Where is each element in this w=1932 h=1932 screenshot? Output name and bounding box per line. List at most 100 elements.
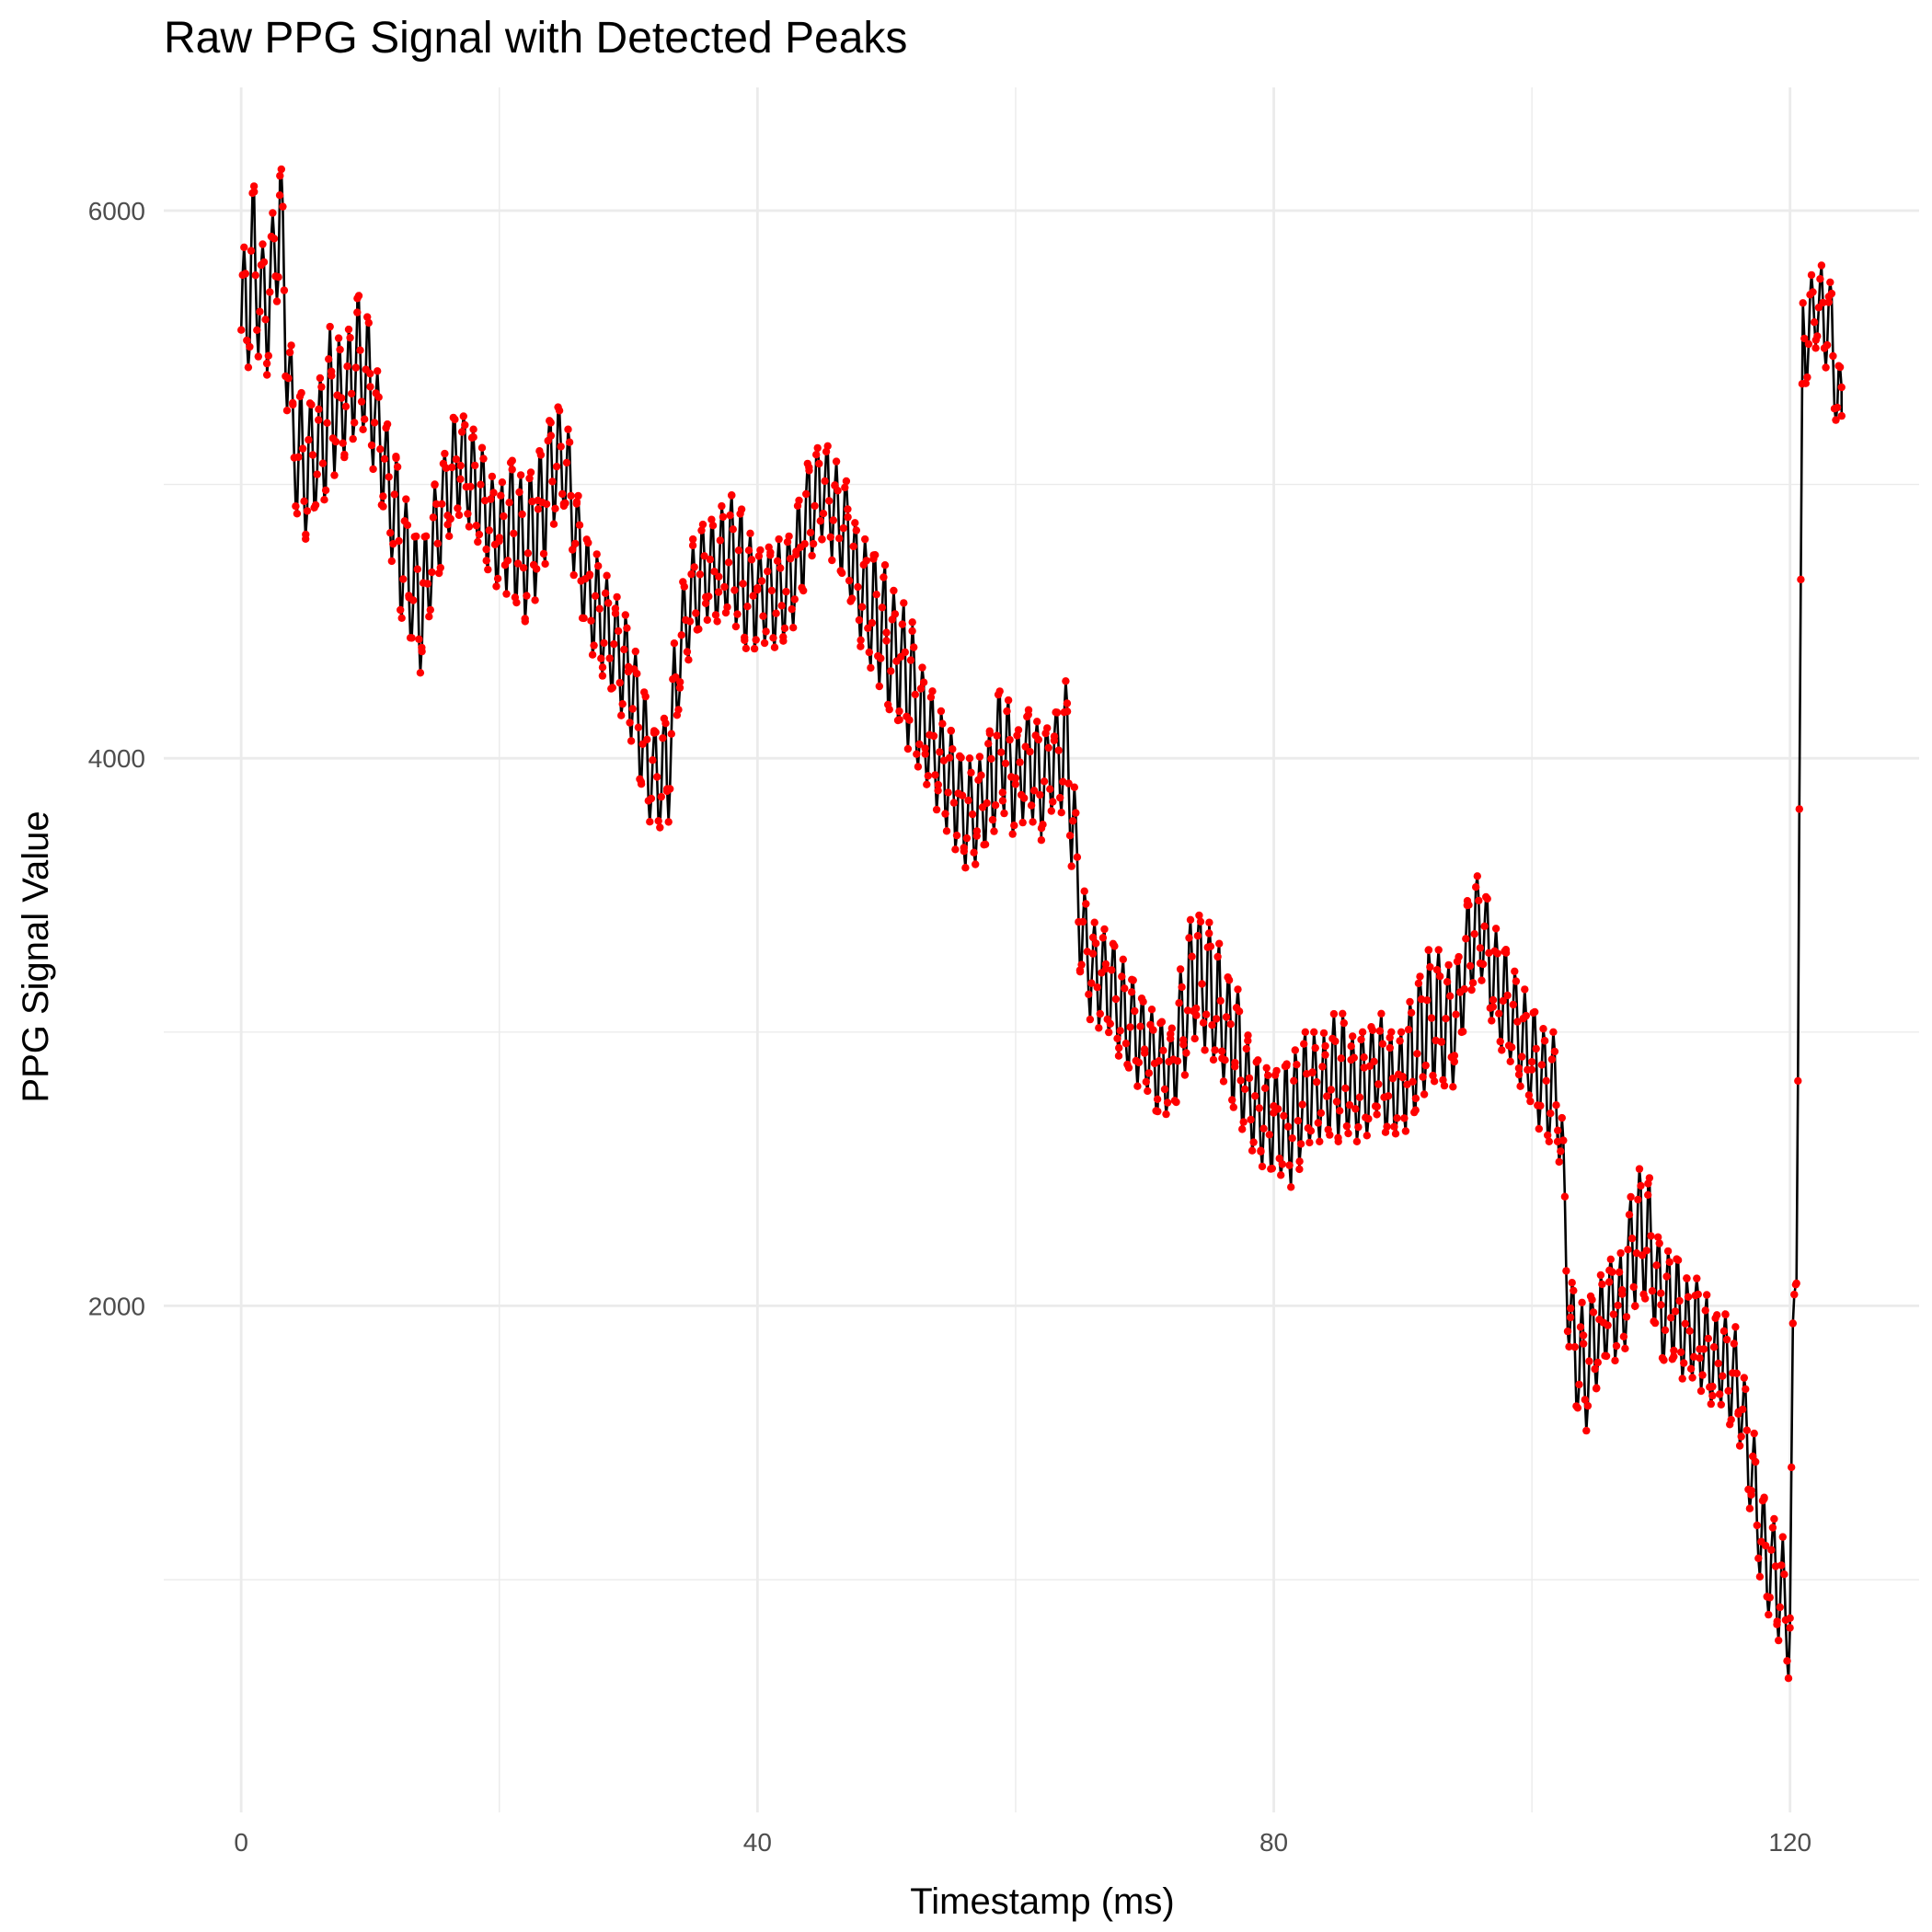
peak-point — [878, 604, 887, 612]
peak-point — [998, 788, 1007, 797]
peak-point — [479, 454, 488, 463]
peak-point — [1326, 1131, 1334, 1139]
peak-point — [285, 348, 294, 357]
peak-point — [1708, 1391, 1717, 1400]
peak-point — [659, 734, 667, 742]
peak-point — [390, 490, 398, 499]
peak-point — [425, 613, 433, 621]
peak-point — [730, 586, 739, 594]
peak-point — [1070, 783, 1079, 791]
peak-point — [628, 705, 637, 713]
peak-point — [1472, 883, 1480, 891]
peak-point — [1027, 801, 1036, 810]
peak-point — [1449, 1083, 1457, 1091]
peak-point — [488, 472, 497, 481]
peak-point — [275, 191, 284, 200]
peak-point — [991, 801, 1000, 810]
peak-point — [1173, 1057, 1182, 1065]
peak-point — [1339, 1009, 1347, 1018]
peak-point — [1837, 411, 1846, 420]
peak-point — [692, 609, 700, 617]
peak-point — [1581, 1396, 1590, 1404]
peak-point — [1647, 1232, 1655, 1240]
peak-point — [415, 635, 423, 643]
peak-point — [1512, 977, 1521, 985]
peak-point — [536, 451, 546, 459]
peak-point — [1778, 1533, 1788, 1541]
peak-point — [834, 487, 842, 495]
peak-point — [1485, 949, 1493, 958]
peak-point — [708, 522, 718, 530]
peak-point — [266, 288, 274, 296]
peak-point — [1767, 1546, 1776, 1554]
peak-point — [1414, 979, 1423, 988]
peak-point — [1373, 1102, 1382, 1111]
peak-point — [964, 796, 972, 805]
peak-point — [753, 583, 762, 592]
peak-point — [1522, 1011, 1531, 1020]
peak-point — [1157, 1018, 1167, 1026]
peak-point — [849, 542, 857, 551]
peak-point — [250, 188, 259, 196]
peak-point — [728, 491, 736, 500]
peak-point — [1258, 1162, 1267, 1171]
peak-point — [1819, 298, 1827, 307]
peak-point — [1737, 1432, 1745, 1441]
peak-point — [689, 535, 697, 544]
peak-point — [1693, 1274, 1701, 1282]
peak-point — [512, 598, 521, 607]
peak-point — [1316, 1137, 1324, 1146]
peak-point — [367, 441, 376, 450]
peak-point — [744, 546, 753, 555]
peak-point — [769, 634, 777, 642]
peak-point — [1704, 1334, 1713, 1343]
peak-point — [1142, 1077, 1151, 1087]
peak-point — [1294, 1117, 1303, 1125]
peak-point — [1144, 1069, 1154, 1077]
peak-point — [1111, 995, 1121, 1004]
peak-point — [683, 648, 692, 656]
peak-point — [1209, 1055, 1218, 1064]
peak-point — [1553, 1137, 1562, 1146]
peak-point — [1722, 1335, 1731, 1344]
peak-point — [1118, 972, 1126, 981]
peak-point — [1430, 1077, 1439, 1086]
peak-point — [1387, 1028, 1396, 1037]
peak-point — [938, 719, 947, 728]
peak-point — [277, 165, 285, 174]
peak-point — [523, 592, 531, 600]
peak-point — [835, 535, 844, 543]
series-points-group — [237, 165, 1846, 1683]
x-tick-label: 40 — [743, 1828, 772, 1857]
peak-point — [521, 617, 529, 626]
peak-point — [1780, 1570, 1788, 1579]
peak-point — [1580, 1340, 1588, 1348]
peak-point — [1088, 949, 1098, 958]
peak-point — [1642, 1247, 1650, 1255]
peak-point — [1566, 1313, 1575, 1322]
peak-point — [1413, 1050, 1421, 1058]
peak-point — [811, 501, 819, 511]
peak-point — [649, 756, 657, 765]
peak-point — [1323, 1092, 1331, 1100]
peak-point — [1213, 952, 1222, 961]
peak-point — [675, 684, 684, 692]
peak-point — [508, 466, 516, 474]
peak-point — [458, 428, 466, 436]
peak-point — [910, 643, 918, 651]
peak-point — [1557, 1147, 1565, 1156]
peak-point — [828, 556, 836, 565]
peak-point — [380, 454, 389, 463]
peak-point — [905, 716, 914, 724]
peak-point — [1396, 1037, 1404, 1045]
peak-point — [1119, 955, 1128, 964]
peak-point — [1308, 1068, 1317, 1076]
peak-point — [567, 491, 575, 500]
peak-point — [697, 526, 706, 535]
peak-point — [901, 648, 909, 657]
peak-point — [972, 827, 982, 835]
peak-point — [1034, 735, 1043, 744]
peak-point — [839, 523, 847, 533]
peak-point — [307, 400, 316, 409]
peak-point — [1619, 1332, 1628, 1341]
